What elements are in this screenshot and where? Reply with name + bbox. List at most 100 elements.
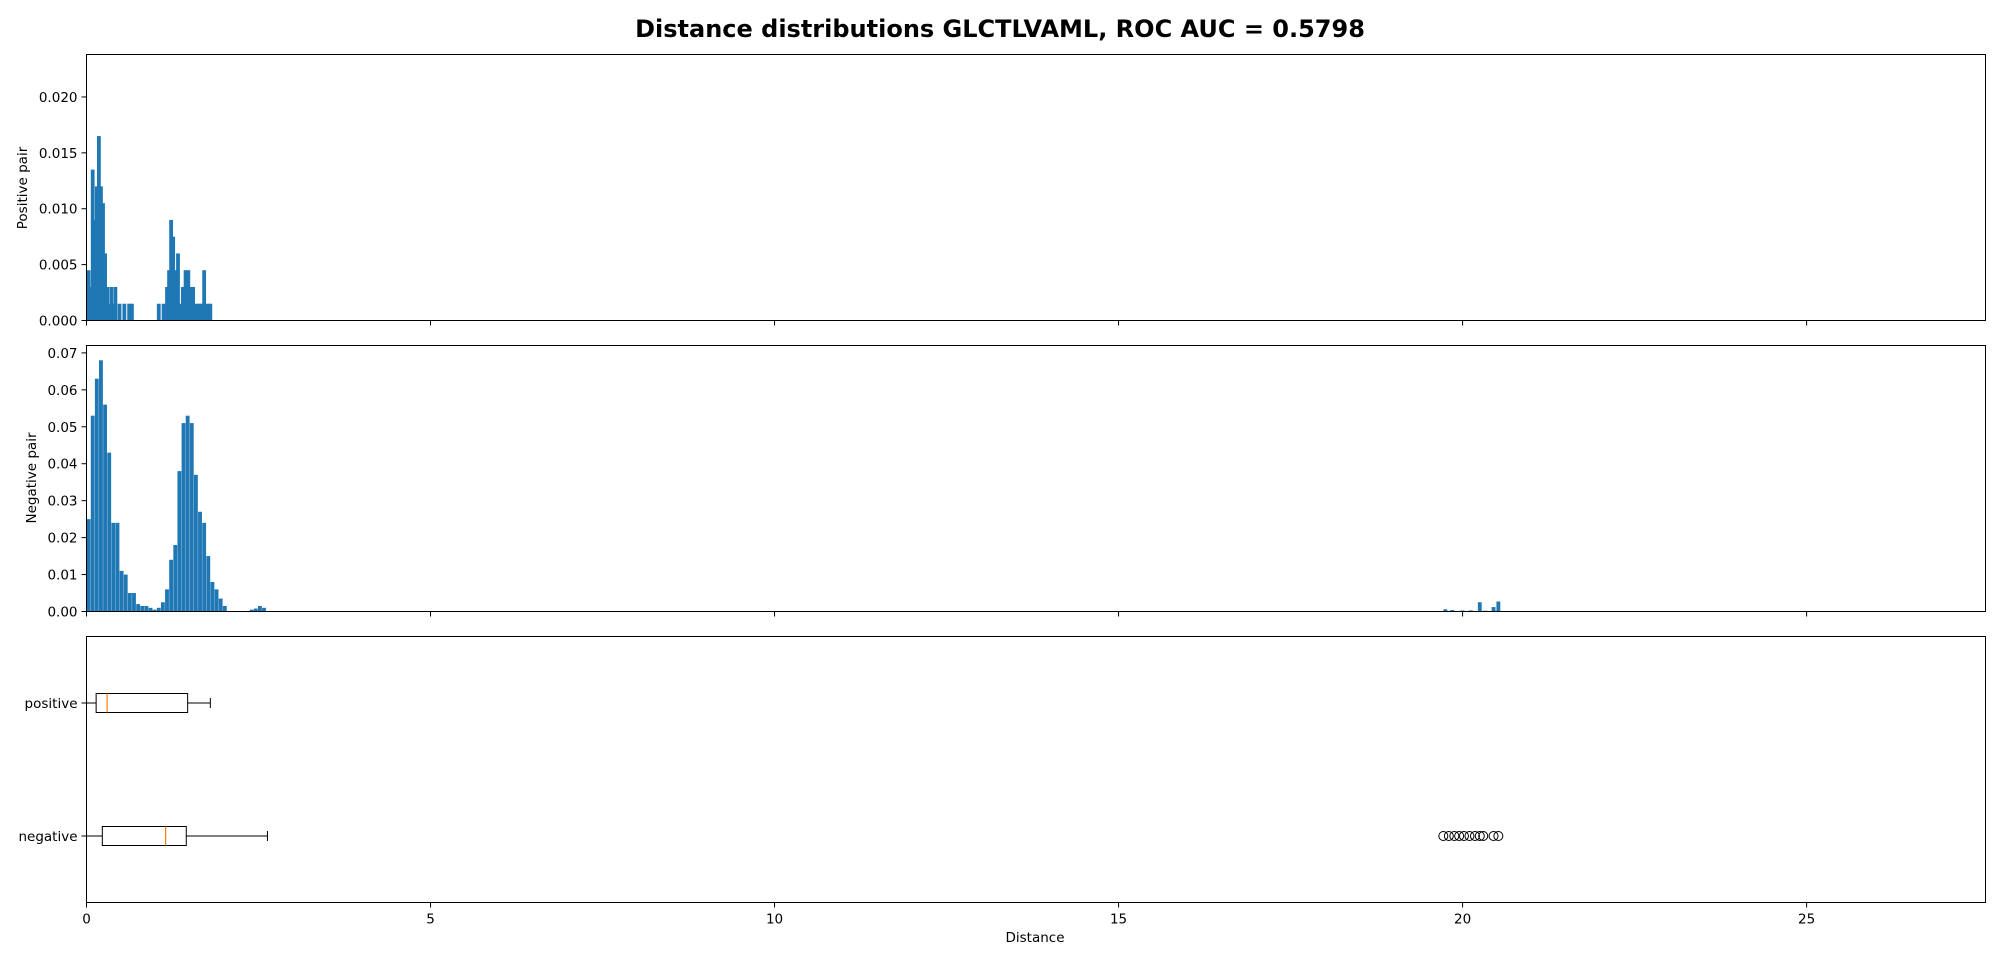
positive-ytick-label: positive xyxy=(25,696,78,712)
y-axis-label-positive: Positive pair xyxy=(15,146,31,229)
xtick-label: 0 xyxy=(82,912,91,928)
negative-ytick-label: 0.04 xyxy=(47,457,77,473)
negative-bar xyxy=(1443,609,1448,612)
boxplot-frame xyxy=(86,636,1986,903)
negative-bar xyxy=(177,471,182,612)
negative-outlier xyxy=(1443,831,1454,841)
negative-bar xyxy=(94,378,99,612)
positive-bar xyxy=(191,286,196,321)
negative-bar xyxy=(173,545,178,612)
negative-bar xyxy=(202,522,207,612)
negative-outlier xyxy=(1488,831,1499,841)
negative-bar xyxy=(156,607,161,612)
positive-bar xyxy=(107,303,112,321)
negative-bar xyxy=(185,415,190,612)
positive-bar xyxy=(113,286,118,321)
negative-outlier xyxy=(1493,831,1504,841)
negative-bar xyxy=(1491,607,1496,612)
negative-bar xyxy=(1496,601,1501,612)
negative-bar xyxy=(90,415,95,612)
positive-bar xyxy=(122,303,127,321)
positive-histogram-frame xyxy=(86,54,1986,321)
xtick-label: 20 xyxy=(1454,912,1471,928)
negative-bar xyxy=(115,522,120,612)
negative-bar xyxy=(214,589,219,612)
positive-bar xyxy=(186,270,191,321)
positive-bar xyxy=(194,303,199,321)
negative-box xyxy=(86,826,1504,846)
positive-bar xyxy=(197,303,202,321)
negative-bar xyxy=(249,609,254,612)
negative-outlier xyxy=(1458,831,1469,841)
negative-outlier xyxy=(1454,831,1465,841)
negative-bar xyxy=(107,452,112,612)
negative-bar xyxy=(1460,610,1465,612)
xtick-label: 10 xyxy=(766,912,783,928)
positive-bar xyxy=(167,270,171,321)
negative-bar xyxy=(111,522,116,612)
positive-bar xyxy=(88,286,93,321)
positive-bar xyxy=(169,219,174,321)
negative-bar xyxy=(210,581,215,612)
negative-histogram-panel: 0.00 0.01 0.02 0.03 0.04 0.05 0.06 0.07 Negativ… xyxy=(24,345,1986,621)
positive-bar xyxy=(111,303,116,321)
positive-bar xyxy=(127,303,132,321)
boxplot-panel: positive negative 0 5 10 15 20 25 Distance xyxy=(18,636,1986,946)
negative-bar xyxy=(169,559,174,612)
negative-bar xyxy=(152,609,157,612)
negative-bar xyxy=(144,605,149,612)
negative-bar xyxy=(222,605,227,612)
negative-bar xyxy=(193,474,198,612)
positive-bar xyxy=(165,286,169,321)
negative-iqr-box xyxy=(101,826,187,846)
negative-bar xyxy=(165,589,169,612)
negative-bar xyxy=(103,404,108,612)
negative-bar xyxy=(181,423,186,612)
positive-bar xyxy=(176,253,180,321)
positive-bar xyxy=(117,303,122,321)
negative-bar xyxy=(1468,610,1473,612)
positive-bar xyxy=(178,303,182,321)
negative-ytick-label: negative xyxy=(18,829,77,845)
positive-bar xyxy=(173,270,178,321)
negative-bar xyxy=(253,608,258,612)
positive-ytick-label: 0.010 xyxy=(39,202,78,218)
negative-bar xyxy=(136,604,141,612)
positive-histogram-panel: 0.000 0.005 0.010 0.015 0.020 Positive pair xyxy=(15,54,1986,330)
negative-bar xyxy=(262,607,266,612)
negative-bar xyxy=(127,593,132,612)
negative-bar xyxy=(148,607,153,612)
negative-bar xyxy=(86,519,91,612)
negative-bar xyxy=(119,570,124,612)
negative-ytick-label: 0.07 xyxy=(47,346,77,362)
negative-bar xyxy=(206,556,211,612)
positive-bar xyxy=(183,270,188,321)
negative-ytick-label: 0.03 xyxy=(47,494,77,510)
negative-outlier xyxy=(1438,831,1449,841)
positive-bar xyxy=(156,303,161,321)
positive-bar xyxy=(101,203,105,321)
xtick-label: 5 xyxy=(426,912,435,928)
positive-ytick-label: 0.000 xyxy=(39,314,78,330)
positive-bar xyxy=(202,270,207,321)
negative-outlier xyxy=(1449,831,1460,841)
negative-bar xyxy=(218,598,223,612)
positive-bar xyxy=(96,136,101,321)
negative-outlier xyxy=(1464,831,1475,841)
positive-bar xyxy=(94,186,99,321)
positive-bar xyxy=(205,303,210,321)
negative-bar xyxy=(99,360,103,612)
negative-ytick-label: 0.00 xyxy=(47,605,77,621)
positive-bar xyxy=(99,186,103,321)
x-axis-label: Distance xyxy=(1005,930,1064,946)
positive-bar xyxy=(171,236,176,321)
negative-outlier xyxy=(1474,831,1485,841)
positive-ytick-label: 0.005 xyxy=(39,258,78,274)
positive-bar xyxy=(103,253,107,321)
negative-ytick-label: 0.01 xyxy=(47,568,77,584)
positive-bar xyxy=(208,303,213,321)
positive-bar xyxy=(161,303,166,321)
y-axis-label-negative: Negative pair xyxy=(24,432,40,523)
negative-bar xyxy=(198,511,202,612)
